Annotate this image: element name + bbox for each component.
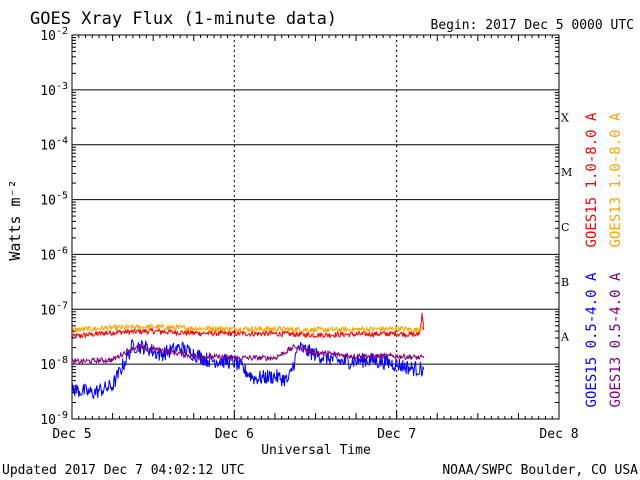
y-tick-label: 10-3 (40, 81, 68, 99)
legend: GOES15 1.0-8.0 A GOES13 1.0-8.0 A GOES15 0… (584, 112, 624, 407)
x-tick-label: Dec 6 (215, 427, 254, 442)
flare-class-label: B (561, 276, 569, 289)
y-tick-label: 10-8 (40, 355, 68, 373)
y-tick-label: 10-6 (40, 245, 68, 263)
grid-layer (72, 35, 559, 419)
legend-entry: GOES13 0.5-4.0 A (608, 272, 624, 407)
y-axis-label: Watts m⁻² (6, 179, 24, 260)
x-tick-label: Dec 7 (377, 427, 416, 442)
x-tick-label: Dec 5 (52, 427, 91, 442)
y-tick-label: 10-5 (40, 191, 68, 209)
flare-class-label: M (561, 166, 572, 179)
y-tick-label: 10-2 (40, 26, 68, 44)
legend-entry: GOES15 1.0-8.0 A (584, 112, 600, 247)
y-tick-label: 10-4 (40, 136, 68, 154)
flare-class-label: C (561, 221, 569, 234)
chart-title: GOES Xray Flux (1-minute data) (30, 9, 337, 29)
x-axis-label: Universal Time (261, 443, 371, 458)
begin-time-label: Begin: 2017 Dec 5 0000 UTC (431, 18, 635, 33)
series-line-goes13-0-5-4-0-a (71, 343, 425, 366)
flare-class-label: X (561, 111, 569, 124)
series-line-goes15-1-0-8-0-a (71, 312, 425, 340)
flare-class-layer: X M C B A (560, 111, 572, 343)
y-tick-label: 10-7 (40, 300, 68, 318)
plot-area (71, 34, 560, 420)
series-layer (71, 312, 425, 400)
flare-class-label: A (560, 331, 570, 344)
y-tick-label: 10-9 (40, 410, 68, 428)
legend-entry: GOES15 0.5-4.0 A (584, 272, 600, 407)
credit-label: NOAA/SWPC Boulder, CO USA (442, 463, 638, 478)
series-line-goes13-1-0-8-0-a (71, 323, 424, 334)
x-tick-label: Dec 8 (539, 427, 578, 442)
legend-entry: GOES13 1.0-8.0 A (608, 112, 624, 247)
updated-timestamp: Updated 2017 Dec 7 04:02:12 UTC (2, 463, 245, 478)
